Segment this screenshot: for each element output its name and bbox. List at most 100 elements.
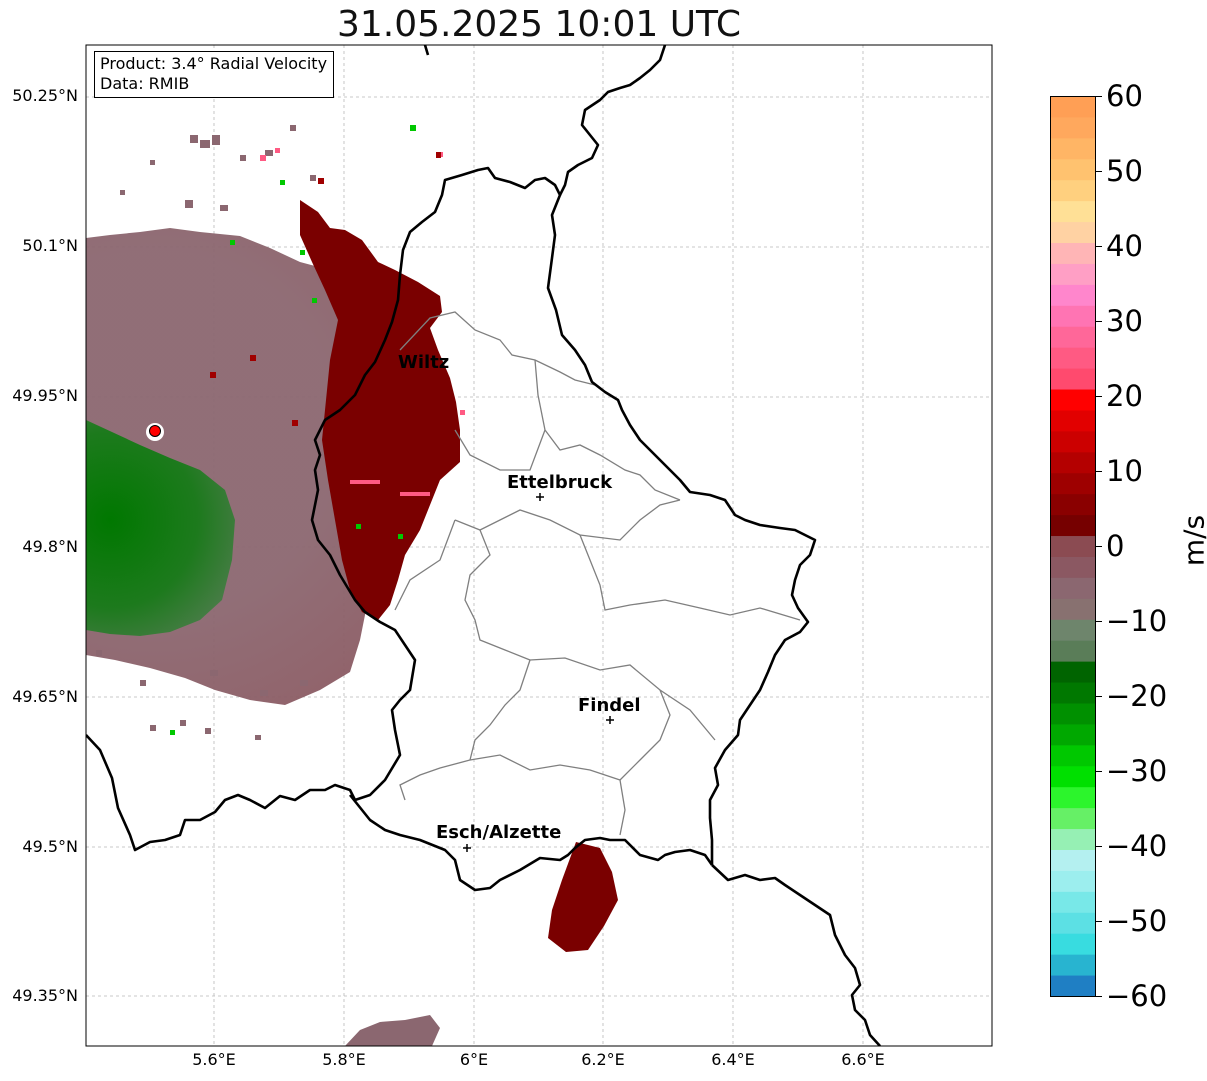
colorbar-tick-label: −30	[1106, 754, 1168, 788]
country-borders	[86, 45, 881, 1046]
city-label-wiltz: Wiltz	[398, 352, 449, 373]
colorbar-band	[1050, 745, 1096, 767]
canton-borders	[394, 311, 801, 836]
colorbar-band	[1050, 954, 1096, 977]
colorbar-band	[1050, 431, 1096, 453]
lon-label: 5.8°E	[322, 1050, 366, 1069]
colorbar-band	[1050, 975, 1096, 997]
colorbar-band	[1050, 577, 1096, 600]
lon-label: 6.6°E	[841, 1050, 885, 1069]
colorbar-tick-label: 10	[1106, 454, 1143, 488]
echo-inbound	[86, 420, 235, 636]
speckle-green	[170, 125, 416, 735]
radar-site-marker	[149, 425, 161, 437]
product-label: Product: 3.4° Radial Velocity	[100, 54, 328, 73]
colorbar-tick-mark	[1096, 396, 1102, 397]
echo-bottom-strip	[345, 1015, 440, 1046]
city-label-findel: Findel	[578, 695, 641, 716]
echo-outbound-south	[548, 842, 618, 952]
colorbar-tick-label: 0	[1106, 529, 1125, 563]
colorbar-band	[1050, 326, 1096, 349]
colorbar-band	[1050, 661, 1096, 684]
colorbar-band	[1050, 515, 1096, 537]
colorbar-band	[1050, 138, 1096, 160]
colorbar-band	[1050, 117, 1096, 139]
colorbar-band	[1050, 640, 1096, 663]
colorbar-tick-label: −20	[1106, 679, 1168, 713]
lon-label: 6°E	[459, 1050, 489, 1069]
colorbar-tick-mark	[1096, 171, 1102, 172]
colorbar-tick-label: −10	[1106, 604, 1168, 638]
colorbar-band	[1050, 389, 1096, 412]
colorbar-band	[1050, 96, 1096, 119]
colorbar-tick-mark	[1096, 921, 1102, 922]
colorbar-tick-label: 50	[1106, 154, 1143, 188]
colorbar-band	[1050, 787, 1096, 809]
colorbar-band	[1050, 556, 1096, 579]
colorbar-tick-mark	[1096, 771, 1102, 772]
colorbar-tick-label: −60	[1106, 979, 1168, 1013]
colorbar-band	[1050, 536, 1096, 558]
colorbar-band	[1050, 263, 1096, 286]
colorbar-tick-mark	[1096, 471, 1102, 472]
colorbar-band	[1050, 201, 1096, 223]
colorbar-band	[1050, 619, 1096, 642]
colorbar-band	[1050, 494, 1096, 516]
colorbar-band	[1050, 410, 1096, 432]
colorbar-band	[1050, 305, 1096, 328]
colorbar-band	[1050, 347, 1096, 370]
colorbar-band	[1050, 933, 1096, 956]
colorbar-tick-mark	[1096, 621, 1102, 622]
colorbar-band	[1050, 284, 1096, 307]
lat-label: 50.1°N	[22, 236, 78, 255]
colorbar-band	[1050, 473, 1096, 495]
colorbar-band	[1050, 766, 1096, 788]
city-label-esch: Esch/Alzette	[436, 822, 561, 843]
colorbar-band	[1050, 870, 1096, 893]
product-info-box: Product: 3.4° Radial Velocity Data: RMIB	[94, 51, 335, 98]
colorbar-tick-mark	[1096, 96, 1102, 97]
colorbar-band	[1050, 724, 1096, 746]
colorbar-tick-mark	[1096, 246, 1102, 247]
colorbar-band	[1050, 452, 1096, 474]
colorbar-band	[1050, 180, 1096, 202]
colorbar-band	[1050, 849, 1096, 872]
colorbar	[1050, 96, 1096, 997]
city-markers	[463, 493, 614, 852]
colorbar-tick-label: 40	[1106, 229, 1143, 263]
map-title: 31.05.2025 10:01 UTC	[336, 4, 742, 45]
colorbar-tick-label: 60	[1106, 79, 1143, 113]
colorbar-band	[1050, 912, 1096, 935]
lat-label: 49.5°N	[22, 837, 78, 856]
colorbar-unit-label: m/s	[1177, 514, 1207, 567]
colorbar-tick-mark	[1096, 996, 1102, 997]
colorbar-tick-mark	[1096, 846, 1102, 847]
colorbar-tick-mark	[1096, 321, 1102, 322]
colorbar-band	[1050, 598, 1096, 621]
colorbar-tick-label: −40	[1106, 829, 1168, 863]
colorbar-band	[1050, 891, 1096, 914]
colorbar-band	[1050, 368, 1096, 391]
colorbar-tick-label: −50	[1106, 904, 1168, 938]
colorbar-band	[1050, 682, 1096, 705]
colorbar-band	[1050, 243, 1096, 265]
colorbar-band	[1050, 159, 1096, 181]
speckle-pixels	[96, 125, 316, 740]
speckle-red	[210, 152, 441, 426]
city-label-ettelbruck: Ettelbruck	[507, 472, 613, 493]
lat-label: 50.25°N	[12, 86, 78, 105]
map-frame	[85, 44, 993, 1047]
lat-label: 49.35°N	[12, 986, 78, 1005]
colorbar-tick-mark	[1096, 546, 1102, 547]
echo-outbound	[300, 200, 460, 620]
lon-label: 6.2°E	[581, 1050, 625, 1069]
colorbar-tick-mark	[1096, 696, 1102, 697]
data-source-label: Data: RMIB	[100, 74, 190, 93]
lat-label: 49.95°N	[12, 386, 78, 405]
colorbar-tick-label: 20	[1106, 379, 1143, 413]
velocity-echoes	[86, 125, 618, 1046]
lon-label: 5.6°E	[192, 1050, 236, 1069]
lat-label: 49.8°N	[22, 537, 78, 556]
colorbar-band	[1050, 808, 1096, 830]
